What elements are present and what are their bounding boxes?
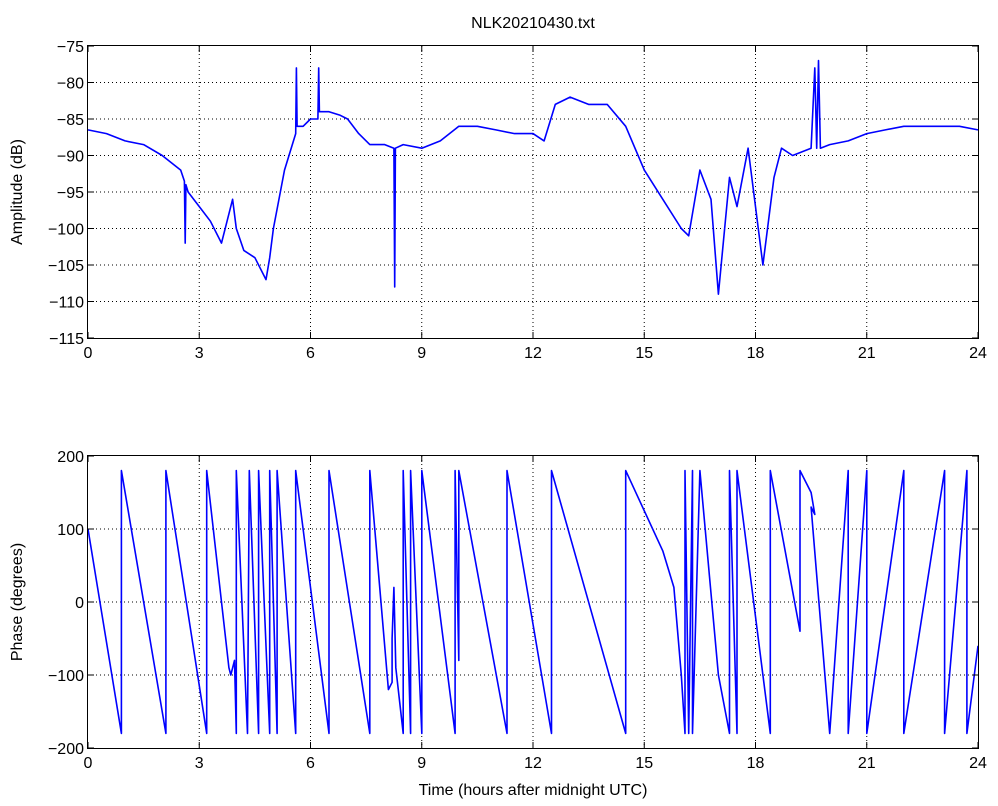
y-tick-label: 0 [75, 595, 84, 612]
x-tick-label: 24 [969, 755, 987, 772]
x-tick-label: 12 [524, 345, 542, 362]
x-tick-label: 6 [306, 755, 315, 772]
y-tick-label: −85 [57, 112, 84, 129]
phase-y-axis-label: Phase (degrees) [9, 543, 26, 661]
x-tick-label: 18 [747, 755, 765, 772]
x-tick-label: 21 [858, 345, 876, 362]
y-tick-label: −100 [48, 668, 84, 685]
y-tick-label: −100 [48, 222, 84, 239]
phase-axes-frame [87, 455, 979, 749]
y-tick-label: −80 [57, 76, 84, 93]
x-tick-label: 3 [195, 755, 204, 772]
y-tick-label: −115 [49, 331, 84, 348]
phase-series [87, 469, 979, 735]
y-tick-label: −200 [48, 741, 84, 758]
x-tick-label: 9 [417, 345, 426, 362]
y-tick-label: −95 [57, 185, 84, 202]
series-line [87, 59, 979, 296]
amplitude-plot: NLK20210430.txt 0 3 6 9 12 15 18 21 24 −115 −110 −1… [9, 15, 987, 362]
y-tick-label: 200 [57, 449, 84, 466]
y-tick-label: −105 [48, 258, 84, 275]
series-line [87, 469, 979, 735]
y-tick-label: −90 [57, 149, 84, 166]
x-tick-label: 18 [747, 345, 765, 362]
x-tick-label: 6 [306, 345, 315, 362]
y-tick-label: −75 [57, 39, 84, 56]
x-tick-label: 21 [858, 755, 876, 772]
y-tick-label: 100 [57, 522, 84, 539]
amplitude-grid [88, 46, 978, 338]
x-tick-label: 15 [635, 345, 653, 362]
phase-ticks: 0 3 6 9 12 15 18 21 24 −200 −100 0 100 200 [48, 449, 987, 772]
phase-plot: 0 3 6 9 12 15 18 21 24 −200 −100 0 100 200 Phase (deg… [9, 449, 987, 799]
x-tick-label: 24 [969, 345, 987, 362]
x-tick-label: 3 [195, 345, 204, 362]
x-tick-label: 0 [84, 345, 93, 362]
x-tick-label: 9 [417, 755, 426, 772]
chart-title: NLK20210430.txt [471, 15, 595, 32]
phase-x-axis-label: Time (hours after midnight UTC) [419, 782, 648, 799]
x-tick-label: 15 [635, 755, 653, 772]
amplitude-y-axis-label: Amplitude (dB) [9, 139, 26, 245]
amplitude-series [87, 59, 979, 296]
x-tick-label: 12 [524, 755, 542, 772]
x-tick-label: 0 [84, 755, 93, 772]
y-tick-label: −110 [49, 295, 84, 312]
amplitude-ticks: 0 3 6 9 12 15 18 21 24 −115 −110 −105 −100 −95 −90 −85 −… [48, 39, 987, 362]
amplitude-axes-frame [87, 45, 979, 339]
